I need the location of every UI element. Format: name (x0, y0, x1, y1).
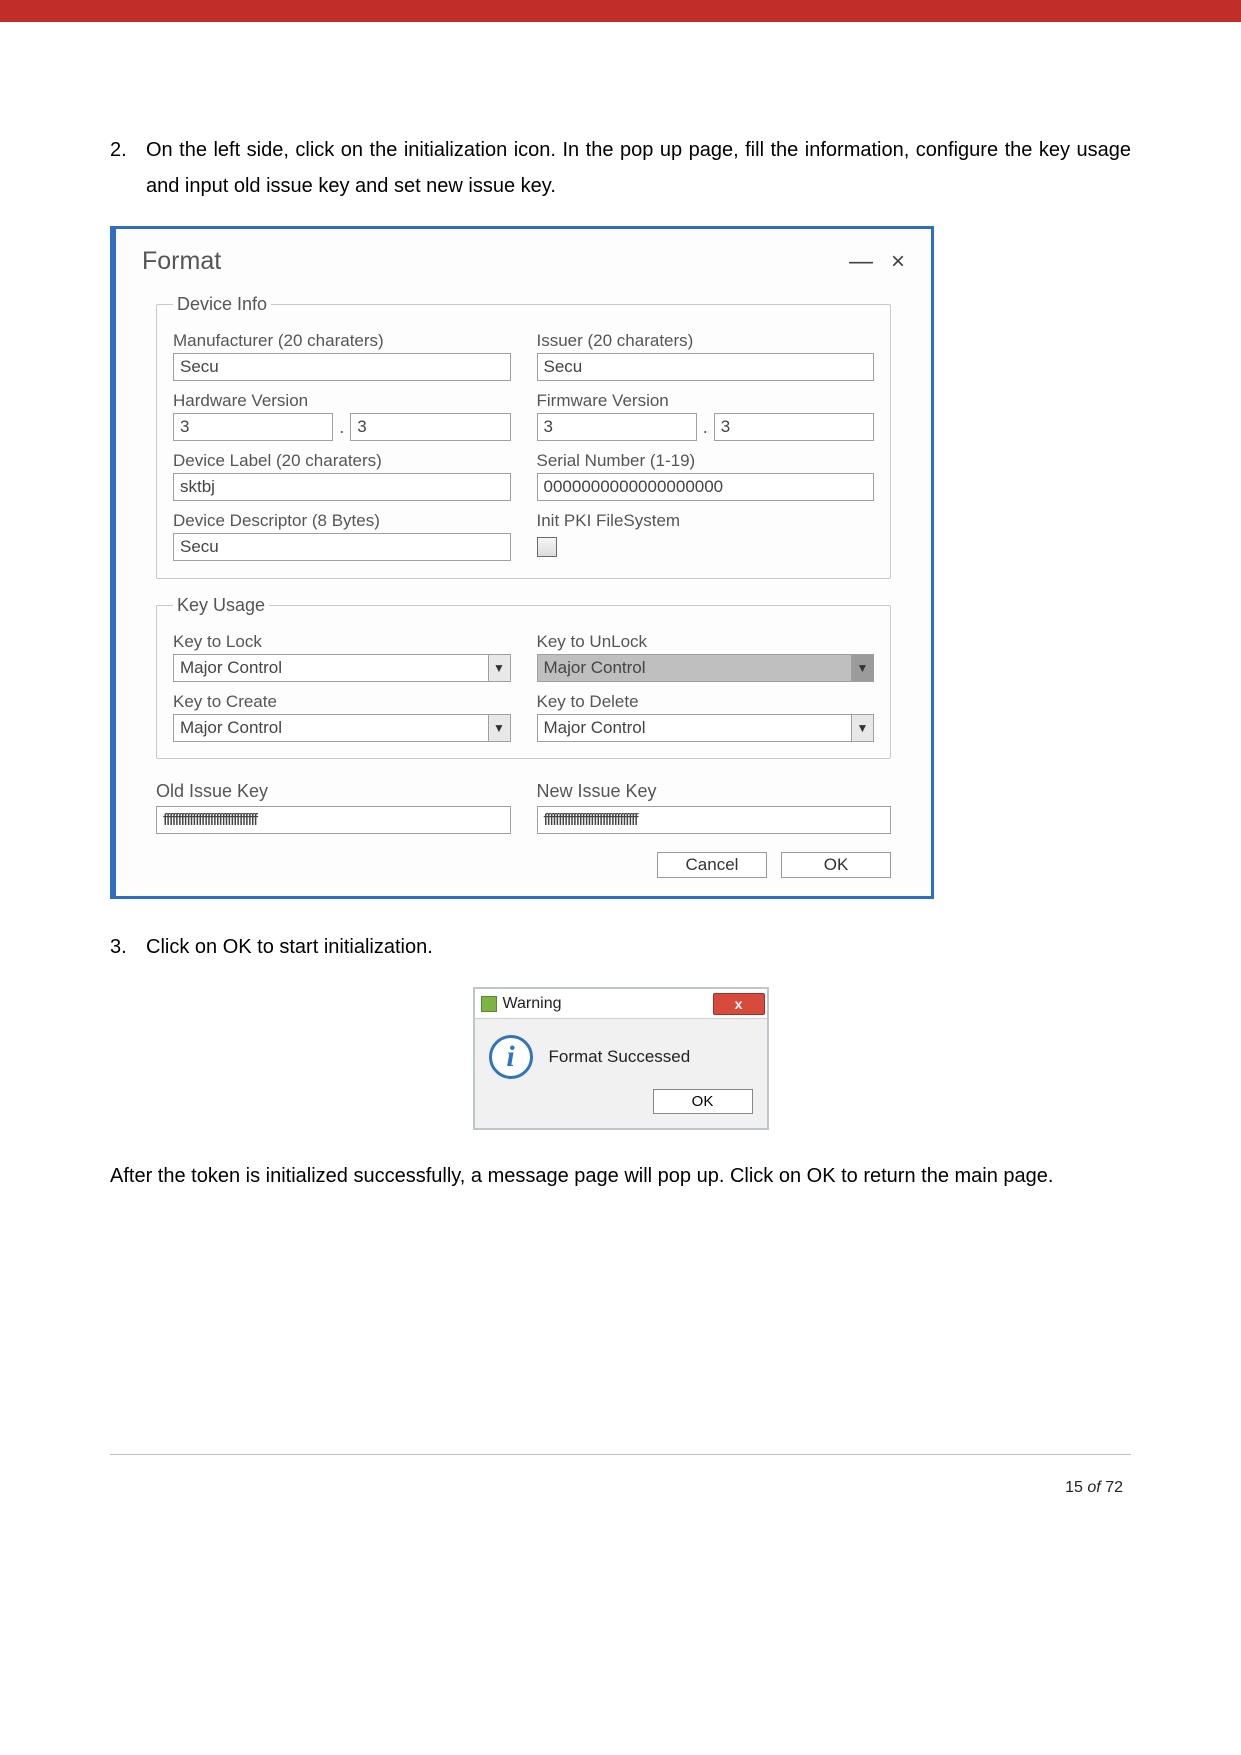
key-lock-select[interactable]: Major Control ▼ (173, 654, 511, 682)
chevron-down-icon: ▼ (488, 715, 510, 741)
key-unlock-value: Major Control (538, 655, 852, 681)
new-issue-key-input[interactable]: ffffffffffffffffffffffffffffffff (537, 806, 892, 834)
info-icon: i (489, 1035, 533, 1079)
firmware-version-label: Firmware Version (537, 391, 875, 411)
issue-keys: Old Issue Key ffffffffffffffffffffffffff… (156, 775, 891, 834)
page-content: 2. On the left side, click on the initia… (0, 22, 1241, 1537)
warning-title: Warning (503, 995, 562, 1013)
page-footer: 15 of 72 (110, 1454, 1131, 1497)
key-delete-label: Key to Delete (537, 692, 875, 712)
key-create-label: Key to Create (173, 692, 511, 712)
manufacturer-input[interactable]: Secu (173, 353, 511, 381)
key-delete-select[interactable]: Major Control ▼ (537, 714, 875, 742)
firmware-version-major[interactable]: 3 (537, 413, 697, 441)
serial-number-input[interactable]: 0000000000000000000 (537, 473, 875, 501)
warning-close-button[interactable]: x (713, 993, 765, 1015)
chevron-down-icon: ▼ (851, 655, 873, 681)
warning-titlebar: Warning x (475, 989, 767, 1019)
device-info-group: Device Info Manufacturer (20 charaters) … (156, 294, 891, 579)
key-delete-value: Major Control (538, 715, 852, 741)
init-pki-checkbox[interactable] (537, 537, 557, 557)
version-dot: . (339, 417, 344, 438)
hardware-version-minor[interactable]: 3 (350, 413, 510, 441)
init-pki-label: Init PKI FileSystem (537, 511, 875, 531)
device-descriptor-label: Device Descriptor (8 Bytes) (173, 511, 511, 531)
step-3: 3. Click on OK to start initialization. (110, 929, 1131, 965)
key-create-value: Major Control (174, 715, 488, 741)
hardware-version-major[interactable]: 3 (173, 413, 333, 441)
warning-message: Format Successed (549, 1047, 691, 1067)
step-2-text: On the left side, click on the initializ… (146, 132, 1131, 204)
old-issue-key-label: Old Issue Key (156, 781, 511, 802)
step-2-number: 2. (110, 132, 146, 204)
hardware-version-label: Hardware Version (173, 391, 511, 411)
page-total: 72 (1105, 1479, 1123, 1496)
device-label-label: Device Label (20 charaters) (173, 451, 511, 471)
page-of: of (1087, 1479, 1100, 1496)
top-red-bar (0, 0, 1241, 22)
after-text: After the token is initialized successfu… (110, 1158, 1131, 1194)
chevron-down-icon: ▼ (851, 715, 873, 741)
key-usage-group: Key Usage Key to Lock Major Control ▼ Ke… (156, 595, 891, 759)
device-descriptor-input[interactable]: Secu (173, 533, 511, 561)
new-issue-key-label: New Issue Key (537, 781, 892, 802)
warning-ok-button[interactable]: OK (653, 1089, 753, 1114)
firmware-version-minor[interactable]: 3 (714, 413, 874, 441)
after-text-body: After the token is initialized successfu… (110, 1158, 1131, 1194)
step-3-text: Click on OK to start initialization. (146, 929, 1131, 965)
app-icon (481, 996, 497, 1012)
format-window: Format — × Device Info Manufacturer (20 … (110, 226, 934, 899)
device-label-input[interactable]: sktbj (173, 473, 511, 501)
close-button[interactable]: × (891, 248, 905, 276)
key-lock-value: Major Control (174, 655, 488, 681)
minimize-button[interactable]: — (849, 248, 873, 276)
manufacturer-label: Manufacturer (20 charaters) (173, 331, 511, 351)
device-info-legend: Device Info (173, 294, 271, 315)
format-titlebar: Format — × (142, 247, 905, 276)
step-3-number: 3. (110, 929, 146, 965)
issuer-label: Issuer (20 charaters) (537, 331, 875, 351)
chevron-down-icon: ▼ (488, 655, 510, 681)
serial-number-label: Serial Number (1-19) (537, 451, 875, 471)
key-create-select[interactable]: Major Control ▼ (173, 714, 511, 742)
page-number: 15 (1065, 1479, 1083, 1496)
cancel-button[interactable]: Cancel (657, 852, 767, 878)
old-issue-key-input[interactable]: ffffffffffffffffffffffffffffffff (156, 806, 511, 834)
key-lock-label: Key to Lock (173, 632, 511, 652)
format-title: Format (142, 247, 221, 276)
step-2: 2. On the left side, click on the initia… (110, 132, 1131, 204)
key-unlock-select: Major Control ▼ (537, 654, 875, 682)
key-unlock-label: Key to UnLock (537, 632, 875, 652)
warning-dialog: Warning x i Format Successed OK (473, 987, 769, 1130)
ok-button[interactable]: OK (781, 852, 891, 878)
version-dot: . (703, 417, 708, 438)
key-usage-legend: Key Usage (173, 595, 269, 616)
issuer-input[interactable]: Secu (537, 353, 875, 381)
